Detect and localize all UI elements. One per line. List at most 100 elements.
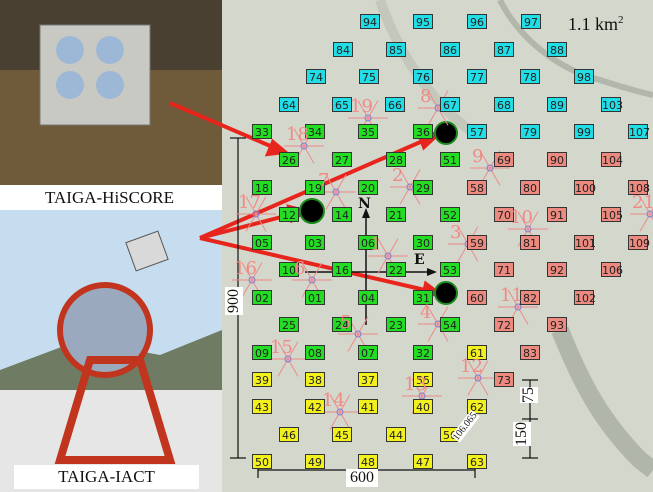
cluster-number-9: 9 [472,146,484,167]
station-03: 03 [305,235,325,250]
station-22: 22 [386,262,406,277]
station-14: 14 [332,207,352,222]
station-89: 89 [547,97,567,112]
cluster-number-17: 17 [238,192,261,213]
station-69: 69 [494,152,514,167]
station-47: 47 [413,454,433,469]
station-27: 27 [332,152,352,167]
station-77: 77 [467,69,487,84]
station-28: 28 [386,152,406,167]
cluster-number-16: 16 [234,258,257,279]
north-label: N [358,196,371,212]
station-48: 48 [358,454,378,469]
station-97: 97 [521,14,541,29]
station-02: 02 [252,290,272,305]
station-49: 49 [305,454,325,469]
cluster-number-10: 10 [510,207,533,228]
hiscore-label: TAIGA-HiSCORE [2,186,217,210]
station-06: 06 [358,235,378,250]
station-20: 20 [358,180,378,195]
station-85: 85 [386,42,406,57]
east-label: E [414,252,425,268]
station-54: 54 [440,317,460,332]
cluster-star-1 [368,238,408,274]
station-83: 83 [520,345,540,360]
station-19: 19 [305,180,325,195]
cluster-connections [232,90,653,430]
station-87: 87 [494,42,514,57]
cluster-star-14 [320,394,360,430]
station-18: 18 [252,180,272,195]
station-108: 108 [628,180,650,195]
station-32: 32 [413,345,433,360]
station-80: 80 [520,180,540,195]
iact-mount [54,356,176,464]
area-label: 1.1 km2 [568,14,624,34]
station-68: 68 [494,97,514,112]
cluster-number-8: 8 [420,86,432,107]
station-81: 81 [520,235,540,250]
station-50: 50 [252,454,272,469]
station-52: 52 [440,207,460,222]
station-63: 63 [467,454,487,469]
station-79: 79 [520,124,540,139]
cluster-number-13: 13 [404,374,427,395]
station-100: 100 [574,180,596,195]
station-35: 35 [358,124,378,139]
station-60: 60 [467,290,487,305]
cluster-star-17 [236,196,276,232]
station-71: 71 [494,262,514,277]
station-61: 61 [467,345,487,360]
station-57: 57 [467,124,487,139]
station-67: 67 [440,97,460,112]
station-21: 21 [386,207,406,222]
station-76: 76 [413,69,433,84]
cluster-star-21 [630,196,653,232]
cluster-number-3: 3 [450,222,462,243]
station-99: 99 [574,124,594,139]
station-24: 24 [332,317,352,332]
telescope-1 [434,121,458,145]
cluster-number-5: 5 [340,312,352,333]
station-70: 70 [494,207,514,222]
station-64: 64 [279,97,299,112]
station-59: 59 [467,235,487,250]
station-101: 101 [574,235,596,250]
cluster-number-2: 2 [392,165,404,186]
station-84: 84 [333,42,353,57]
cluster-number-1: 1 [370,234,382,255]
station-30: 30 [413,235,433,250]
cluster-number-4: 4 [420,302,432,323]
spacing-150: 150 [513,422,531,446]
station-07: 07 [358,345,378,360]
station-103: 103 [601,97,623,112]
station-95: 95 [413,14,433,29]
hiscore-station [39,24,151,126]
station-34: 34 [305,124,325,139]
station-33: 33 [252,124,272,139]
cluster-number-12: 12 [460,356,483,377]
station-86: 86 [440,42,460,57]
station-39: 39 [252,372,272,387]
station-88: 88 [547,42,567,57]
station-107: 107 [628,124,650,139]
station-66: 66 [385,97,405,112]
cluster-star-15 [268,341,308,377]
station-94: 94 [360,14,380,29]
telescope-2 [299,198,325,224]
station-104: 104 [601,152,623,167]
cluster-number-15: 15 [270,337,293,358]
cluster-star-4 [418,306,458,342]
station-72: 72 [494,317,514,332]
station-106: 106 [601,262,623,277]
station-92: 92 [547,262,567,277]
station-90: 90 [547,152,567,167]
station-93: 93 [547,317,567,332]
cluster-star-12 [458,360,498,396]
station-96: 96 [467,14,487,29]
station-98: 98 [574,69,594,84]
station-01: 01 [305,290,325,305]
station-75: 75 [359,69,379,84]
